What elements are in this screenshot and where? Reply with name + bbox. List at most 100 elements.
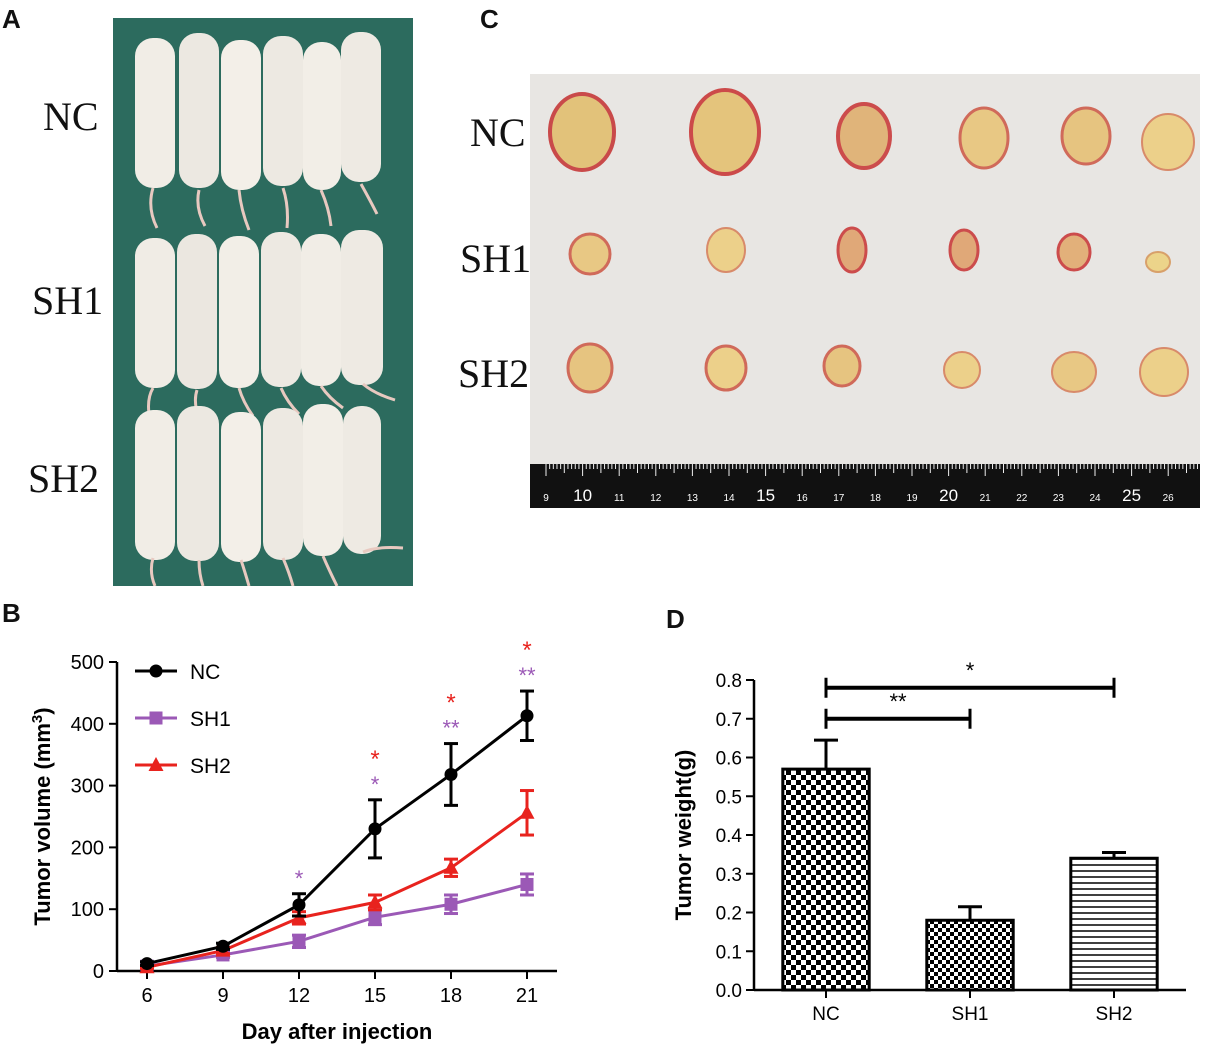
ruler-tick-label: 11 (614, 493, 625, 504)
y-axis-label: Tumor volume (mm3) (29, 707, 55, 925)
y-tick-label: 0.4 (716, 826, 743, 847)
y-axis-label-suffix: ) (30, 707, 55, 714)
legend-label-sh1: SH1 (190, 708, 231, 731)
x-tick-label: SH1 (952, 1004, 989, 1025)
mice-row-sh1 (135, 230, 396, 419)
legend-label-sh2: SH2 (190, 755, 231, 778)
ruler-tick-label: 26 (1163, 493, 1175, 504)
y-axis-label-prefix: Tumor volume (mm (30, 723, 55, 926)
ruler-tick-label: 25 (1122, 486, 1141, 505)
y-tick-label: 0 (93, 961, 104, 983)
ruler-tick-label: 18 (870, 493, 882, 504)
ruler-tick-label: 24 (1089, 493, 1101, 504)
photo-a-label-sh1: SH1 (32, 278, 104, 323)
panel-label-d: D (666, 604, 685, 634)
bar-group-sh2 (1069, 850, 1159, 992)
data-point-sh1 (444, 897, 458, 911)
ruler-tick-label: 10 (573, 486, 592, 505)
ruler-tick-label: 13 (687, 493, 699, 504)
series-nc (140, 689, 534, 971)
photo-c-label-sh1: SH1 (460, 236, 532, 281)
significance-label: * (966, 658, 975, 683)
ruler-tick-label: 9 (543, 493, 549, 504)
photo-c-label-nc: NC (470, 110, 526, 155)
bar-sh2 (1069, 856, 1159, 992)
significance-sh2: * (522, 637, 531, 664)
x-tick-label: SH2 (1096, 1004, 1133, 1025)
data-point-nc (292, 898, 306, 912)
ruler-tick-label: 16 (797, 493, 809, 504)
x-tick-label: 18 (440, 985, 462, 1007)
ruler-tick-label: 14 (723, 493, 735, 504)
panel-label-a: A (2, 4, 21, 34)
x-tick-label: 9 (217, 985, 228, 1007)
panel-label-c: C (480, 4, 499, 34)
tumors-row-nc (548, 88, 1195, 176)
y-tick-label: 100 (71, 899, 104, 921)
significance-sh1: * (295, 866, 304, 891)
y-tick-label: 0.7 (716, 710, 742, 731)
series-sh2 (139, 789, 535, 974)
ruler-tick-label: 22 (1016, 493, 1028, 504)
legend-marker-sh2 (148, 757, 164, 771)
series-line-sh1 (146, 883, 528, 968)
tumors-row-sh2 (566, 342, 1189, 397)
y-tick-label: 0.8 (716, 671, 742, 692)
ruler-tick-label: 17 (833, 493, 845, 504)
tumor-volume-chart: 0 100 200 300 400 500 6 9 12 15 18 21 Day after inje… (29, 637, 557, 1044)
ruler-tick-label: 15 (756, 486, 775, 505)
bar-group-sh1 (925, 905, 1015, 992)
photo-c-label-sh2: SH2 (458, 351, 530, 396)
x-tick-label: NC (812, 1004, 839, 1025)
x-tick-label: 21 (516, 985, 538, 1007)
y-tick-label: 500 (71, 652, 104, 674)
mice-row-nc (135, 32, 381, 231)
y-tick-label: 400 (71, 714, 104, 736)
mice-photo (113, 18, 413, 586)
significance-sh1: * (371, 772, 380, 797)
x-tick-label: 15 (364, 985, 386, 1007)
significance-sh1: ** (518, 663, 536, 688)
x-tick-label: 12 (288, 985, 310, 1007)
series-line-nc (146, 714, 528, 966)
significance-sh2: * (446, 690, 455, 717)
ruler-tick-label: 20 (939, 486, 958, 505)
y-axis-label-superscript: 3 (29, 715, 46, 723)
y-tick-label: 0.5 (716, 787, 742, 808)
series-line-sh2 (146, 811, 528, 969)
bar-nc (781, 767, 871, 992)
mice-row-sh2 (135, 404, 404, 586)
data-point-sh1 (520, 877, 534, 891)
legend-marker-sh1 (149, 711, 163, 725)
y-tick-label: 0.6 (716, 749, 742, 770)
data-point-sh2 (519, 804, 535, 819)
legend-marker-nc (149, 664, 163, 678)
legend-label-nc: NC (190, 661, 220, 684)
tumor-weight-chart: 0.0 0.1 0.2 0.3 0.4 0.5 0.6 0.7 0.8 Tumor weight(… (671, 658, 1186, 1025)
y-axis-label: Tumor weight(g) (671, 750, 696, 921)
y-tick-label: 0.2 (716, 904, 742, 925)
photo-a-label-nc: NC (43, 94, 99, 139)
data-point-nc (216, 939, 230, 953)
photo-a-label-sh2: SH2 (28, 456, 100, 501)
tumors-photo: 9 10 11 12 13 14 15 16 17 18 19 20 21 22 23 24 25 26 (530, 74, 1200, 508)
bar-sh1 (925, 918, 1015, 992)
ruler-tick-label: 21 (980, 493, 992, 504)
series-sh1 (140, 872, 534, 973)
data-point-sh1 (292, 934, 306, 948)
y-tick-label: 300 (71, 776, 104, 798)
data-point-nc (444, 767, 458, 781)
ruler: 9 10 11 12 13 14 15 16 17 18 19 20 21 22 23 24 25 26 (530, 464, 1200, 508)
data-point-sh2 (367, 894, 383, 909)
data-point-nc (368, 822, 382, 836)
data-point-sh2 (443, 859, 459, 874)
y-tick-label: 200 (71, 837, 104, 859)
data-point-nc (520, 709, 534, 723)
tumors-row-sh1 (568, 226, 1171, 276)
x-axis-label: Day after injection (242, 1019, 433, 1044)
panel-label-b: B (2, 598, 21, 628)
y-tick-label: 0.3 (716, 865, 742, 886)
significance-sh1: ** (442, 716, 460, 741)
ruler-tick-label: 23 (1053, 493, 1065, 504)
y-tick-label: 0.1 (716, 942, 742, 963)
